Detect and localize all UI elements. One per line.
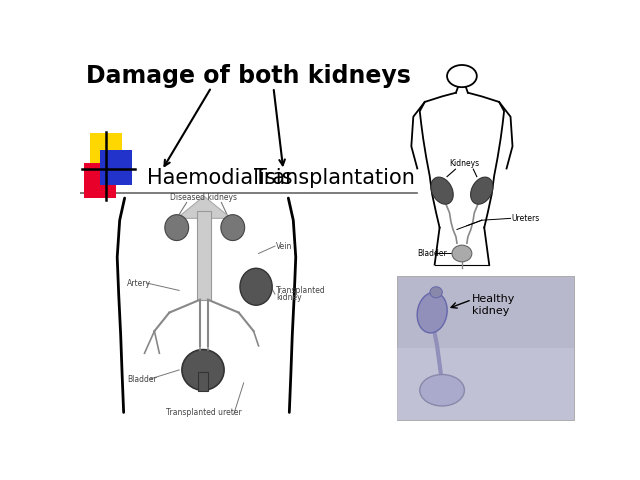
- Ellipse shape: [165, 215, 189, 240]
- Text: Vein: Vein: [276, 241, 292, 251]
- Ellipse shape: [430, 287, 442, 298]
- Text: Transplanted: Transplanted: [276, 286, 326, 295]
- Text: Haemodialisis: Haemodialisis: [147, 168, 292, 188]
- Bar: [90, 133, 122, 168]
- Text: Diseased kidneys: Diseased kidneys: [170, 193, 237, 202]
- Text: kidney: kidney: [276, 293, 301, 302]
- Bar: [397, 348, 573, 420]
- Ellipse shape: [420, 374, 465, 406]
- Ellipse shape: [452, 245, 472, 262]
- Text: Healthy
kidney: Healthy kidney: [472, 294, 515, 316]
- Bar: [397, 276, 573, 420]
- Ellipse shape: [182, 349, 224, 390]
- Text: Damage of both kidneys: Damage of both kidneys: [86, 64, 411, 88]
- Text: Ureters: Ureters: [511, 214, 540, 223]
- Bar: [84, 163, 116, 198]
- Text: Transplantation: Transplantation: [253, 168, 415, 188]
- Ellipse shape: [221, 215, 244, 240]
- Text: Bladder: Bladder: [417, 249, 447, 258]
- Text: Artery: Artery: [127, 278, 151, 288]
- Ellipse shape: [240, 268, 272, 305]
- Text: Kidneys: Kidneys: [449, 159, 479, 168]
- Ellipse shape: [417, 292, 447, 333]
- Polygon shape: [177, 196, 231, 218]
- Ellipse shape: [470, 177, 493, 204]
- Ellipse shape: [431, 177, 453, 204]
- Text: Transplanted ureter: Transplanted ureter: [166, 408, 242, 417]
- Bar: [100, 150, 132, 185]
- Bar: [196, 211, 211, 300]
- Bar: [198, 372, 209, 391]
- Text: Bladder: Bladder: [127, 375, 157, 384]
